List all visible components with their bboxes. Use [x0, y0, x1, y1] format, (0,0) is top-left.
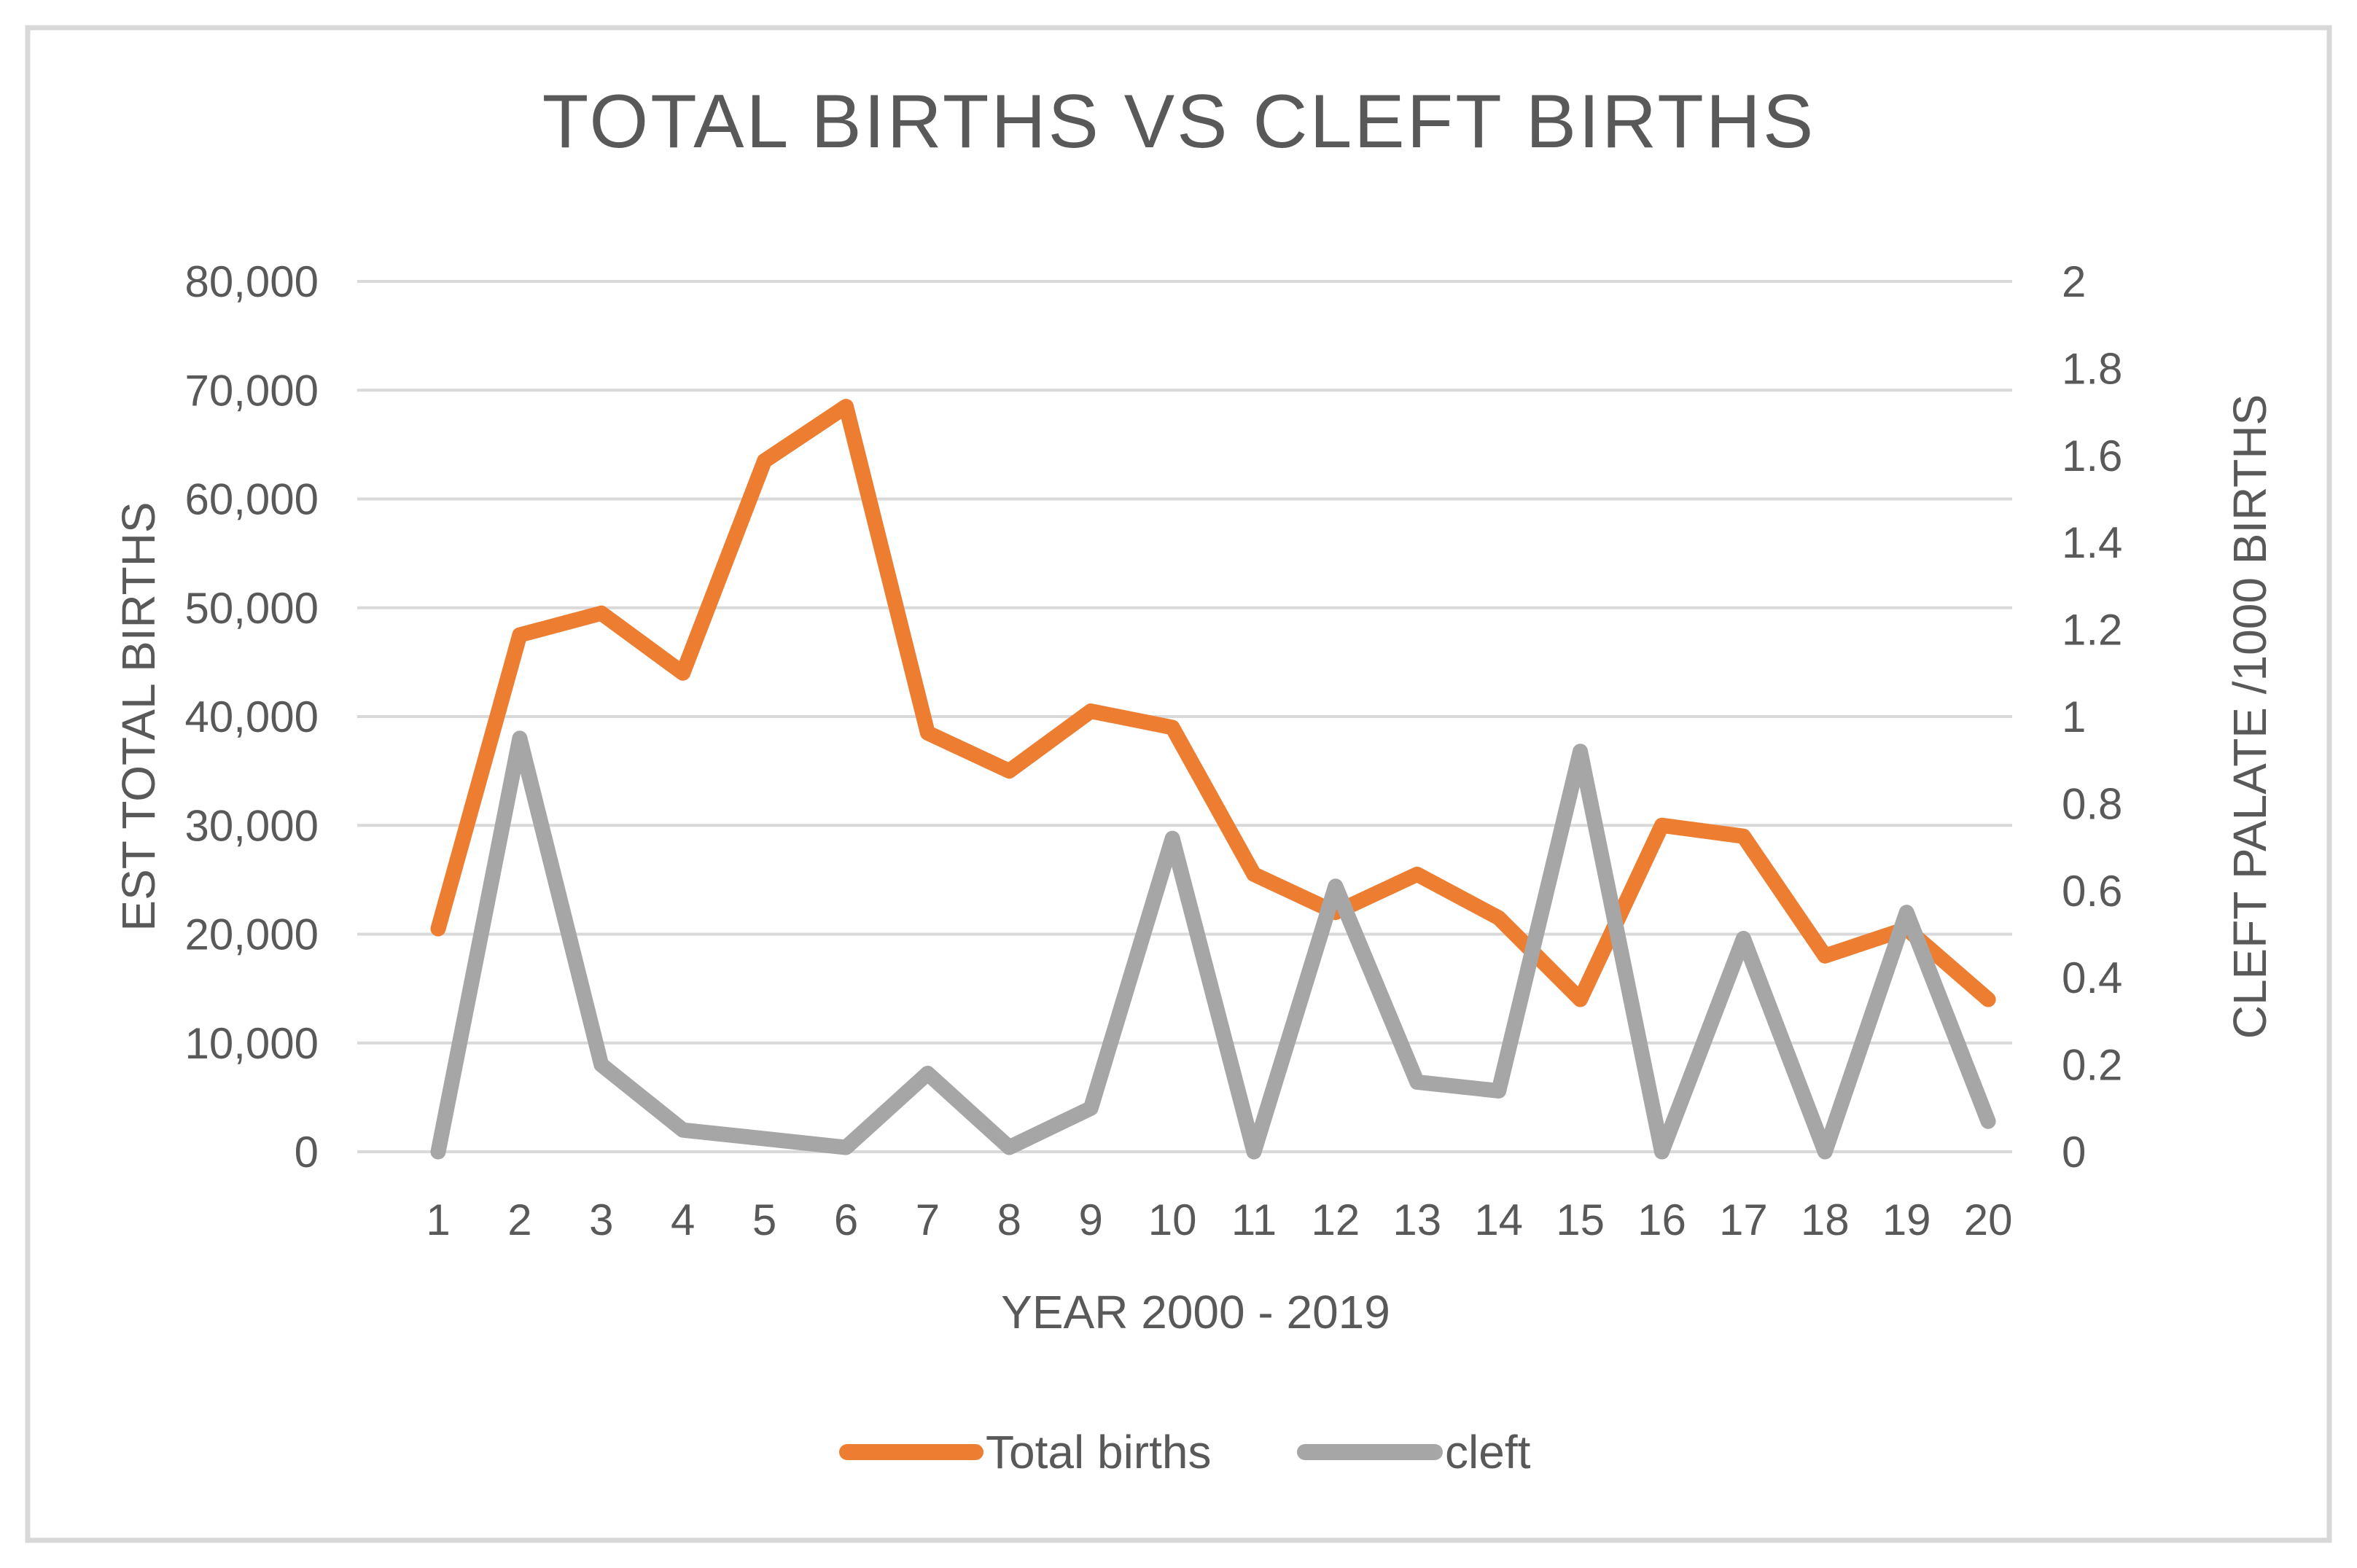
left-axis-tick-label: 70,000	[184, 366, 319, 415]
x-axis-tick-label: 20	[1964, 1195, 2013, 1244]
x-axis-tick-label: 8	[997, 1195, 1021, 1244]
x-axis-tick-label: 7	[916, 1195, 940, 1244]
right-axis-tick-label: 1.4	[2062, 518, 2122, 567]
left-axis-tick-label: 60,000	[184, 475, 319, 524]
x-axis-tick-label: 14	[1474, 1195, 1523, 1244]
right-axis-tick-label: 0.6	[2062, 867, 2122, 916]
x-axis-tick-label: 12	[1312, 1195, 1360, 1244]
legend-label-cleft: cleft	[1445, 1426, 1531, 1478]
x-axis-tick-label: 19	[1882, 1195, 1931, 1244]
x-axis-tick-label: 2	[507, 1195, 531, 1244]
x-axis-tick-label: 15	[1556, 1195, 1605, 1244]
legend-label-total-births: Total births	[986, 1426, 1211, 1478]
left-axis-tick-label: 10,000	[184, 1019, 319, 1068]
x-axis-tick-label: 11	[1231, 1195, 1277, 1244]
right-axis-tick-label: 1.6	[2062, 432, 2122, 480]
legend: Total births cleft	[839, 1426, 1531, 1478]
right-axis-tick-label: 0	[2062, 1128, 2086, 1177]
x-axis-title: YEAR 2000 - 2019	[1001, 1286, 1390, 1338]
chart-border	[25, 25, 2332, 1543]
gridlines	[357, 280, 2012, 1153]
x-axis-tick-label: 6	[834, 1195, 858, 1244]
right-axis-title: CLEFT PALATE /1000 BIRTHS	[2224, 394, 2276, 1040]
right-axis-tick-label: 1	[2062, 693, 2086, 741]
right-axis-tick-label: 1.2	[2062, 606, 2122, 655]
left-axis-title: EST TOTAL BIRTHS	[112, 502, 165, 931]
right-axis-tick-label: 0.2	[2062, 1041, 2122, 1090]
x-axis-tick-label: 16	[1637, 1195, 1686, 1244]
left-axis-tick-label: 30,000	[184, 801, 319, 850]
x-axis-tick-label: 13	[1392, 1195, 1441, 1244]
left-axis-tick-label: 80,000	[184, 257, 319, 306]
left-axis-tick-label: 20,000	[184, 910, 319, 959]
chart-title: TOTAL BIRTHS VS CLEFT BIRTHS	[542, 79, 1815, 164]
series-lines	[430, 399, 1996, 1160]
right-axis-tick-labels: 0 0.2 0.4 0.6 0.8 1 1.2 1.4 1.6 1.8 2	[2062, 257, 2122, 1177]
x-axis-tick-label: 3	[589, 1195, 613, 1244]
x-axis-tick-label: 17	[1719, 1195, 1768, 1244]
x-axis-tick-label: 9	[1079, 1195, 1103, 1244]
x-axis-tick-label: 1	[426, 1195, 450, 1244]
series-line-cleft	[430, 730, 1996, 1160]
left-axis-tick-labels: 0 10,000 20,000 30,000 40,000 50,000 60,000 70,…	[184, 257, 319, 1177]
x-axis-tick-label: 5	[752, 1195, 776, 1244]
right-axis-tick-label: 0.8	[2062, 779, 2122, 828]
right-axis-tick-label: 2	[2062, 257, 2086, 306]
x-axis-tick-label: 10	[1148, 1195, 1197, 1244]
left-axis-tick-label: 50,000	[184, 584, 319, 633]
left-axis-tick-label: 40,000	[184, 693, 319, 741]
right-axis-tick-label: 0.4	[2062, 953, 2122, 1002]
series-line-total-births	[430, 399, 1996, 1007]
x-axis-tick-labels: 1 2 3 4 5 6 7 8 9 10 11 12 13 14 15 16 17 18 19 20	[426, 1195, 2012, 1244]
left-axis-tick-label: 0	[295, 1128, 319, 1177]
x-axis-tick-label: 4	[671, 1195, 695, 1244]
right-axis-tick-label: 1.8	[2062, 344, 2122, 393]
x-axis-tick-label: 18	[1801, 1195, 1850, 1244]
